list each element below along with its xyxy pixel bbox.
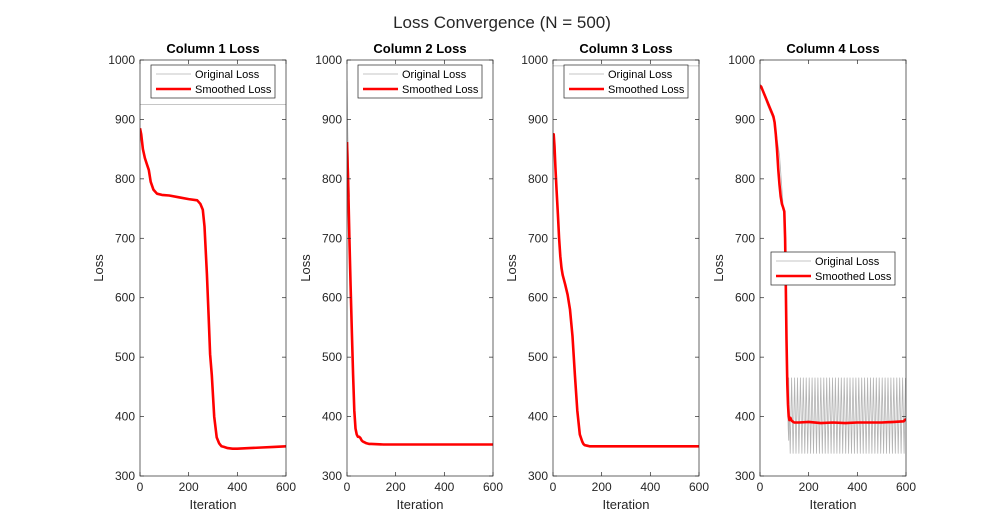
subplot-grid: 300 400 500 600 700 800 900 1000 0 200 400 600 Colum…: [91, 41, 916, 512]
legend-label: Original Loss: [402, 69, 467, 81]
y-tick-label: 700: [115, 231, 135, 245]
x-tick-label: 400: [434, 480, 454, 494]
x-tick-label: 200: [592, 480, 612, 494]
x-axis-label: Iteration: [397, 497, 444, 512]
x-tick-label: 200: [179, 480, 199, 494]
legend-label: Original Loss: [815, 256, 880, 268]
x-tick-label: 600: [483, 480, 503, 494]
legend: Original Loss Smoothed Loss: [150, 64, 276, 99]
axes-box: [139, 59, 287, 477]
legend-box: [563, 64, 689, 99]
y-tick-label: 900: [115, 112, 135, 126]
y-tick-label: 800: [528, 172, 548, 186]
legend-label: Original Loss: [608, 69, 673, 81]
x-tick-label: 0: [344, 480, 351, 494]
data-layer: [140, 104, 286, 451]
y-tick-label: 300: [735, 469, 755, 483]
y-tick-label: 400: [115, 410, 135, 424]
subplot-title: Column 2 Loss: [373, 41, 466, 56]
y-tick-label: 500: [528, 350, 548, 364]
axes-box: [552, 59, 700, 477]
y-tick-label: 800: [115, 172, 135, 186]
subplot-3: 300 400 500 600 700 800 900 1000 0 200 400 600 Colum…: [504, 41, 709, 512]
y-tick-label: 800: [322, 172, 342, 186]
series-line-smoothed-loss: [760, 84, 906, 425]
legend-box: [357, 64, 483, 99]
y-tick-label: 1000: [315, 53, 342, 67]
series-line-smoothed-loss: [140, 128, 286, 451]
legend: Original Loss Smoothed Loss: [357, 64, 483, 99]
legend-box: [770, 251, 896, 286]
legend-label: Smoothed Loss: [608, 84, 685, 96]
legend: Original Loss Smoothed Loss: [563, 64, 689, 99]
x-axis-label: Iteration: [810, 497, 857, 512]
x-tick-label: 400: [227, 480, 247, 494]
y-axis-label: Loss: [91, 254, 106, 282]
figure-title: Loss Convergence (N = 500): [393, 13, 611, 32]
x-tick-label: 400: [847, 480, 867, 494]
y-tick-label: 400: [735, 410, 755, 424]
axes-box: [759, 59, 907, 477]
subplot-title: Column 3 Loss: [579, 41, 672, 56]
y-axis-label: Loss: [504, 254, 519, 282]
y-tick-label: 600: [528, 291, 548, 305]
y-tick-label: 900: [322, 112, 342, 126]
legend-label: Smoothed Loss: [195, 84, 272, 96]
legend-label: Smoothed Loss: [815, 271, 892, 283]
axes-box: [346, 59, 494, 477]
subplot-title: Column 4 Loss: [786, 41, 879, 56]
y-axis-label: Loss: [711, 254, 726, 282]
y-tick-label: 900: [528, 112, 548, 126]
subplot-title: Column 1 Loss: [166, 41, 259, 56]
subplot-2: 300 400 500 600 700 800 900 1000 0 200 400 600 Colum…: [298, 41, 503, 512]
y-tick-label: 300: [322, 469, 342, 483]
plot-area: [347, 60, 493, 476]
legend: Original Loss Smoothed Loss: [770, 251, 896, 286]
legend-label: Original Loss: [195, 69, 260, 81]
y-tick-label: 600: [735, 291, 755, 305]
x-tick-label: 600: [276, 480, 296, 494]
x-tick-label: 600: [689, 480, 709, 494]
x-tick-label: 0: [137, 480, 144, 494]
y-tick-label: 400: [322, 410, 342, 424]
y-tick-label: 900: [735, 112, 755, 126]
subplot-4: 300 400 500 600 700 800 900 1000 0 200 400 600 Colum…: [711, 41, 916, 512]
legend-box: [150, 64, 276, 99]
x-tick-label: 400: [640, 480, 660, 494]
x-axis-label: Iteration: [190, 497, 237, 512]
y-axis-label: Loss: [298, 254, 313, 282]
y-tick-label: 600: [322, 291, 342, 305]
x-tick-label: 0: [550, 480, 557, 494]
y-tick-label: 500: [115, 350, 135, 364]
y-tick-label: 700: [735, 231, 755, 245]
y-tick-label: 300: [528, 469, 548, 483]
data-layer: [347, 80, 493, 446]
plot-area: [553, 60, 699, 476]
y-tick-label: 800: [735, 172, 755, 186]
y-tick-label: 400: [528, 410, 548, 424]
x-tick-label: 200: [799, 480, 819, 494]
y-tick-label: 1000: [521, 53, 548, 67]
series-line-original-loss: [760, 83, 906, 454]
x-tick-label: 600: [896, 480, 916, 494]
x-tick-label: 0: [757, 480, 764, 494]
data-layer: [760, 83, 906, 454]
x-tick-label: 200: [386, 480, 406, 494]
y-tick-label: 1000: [728, 53, 755, 67]
y-tick-label: 500: [735, 350, 755, 364]
y-tick-label: 600: [115, 291, 135, 305]
series-line-smoothed-loss: [347, 141, 493, 446]
y-tick-label: 1000: [108, 53, 135, 67]
legend-label: Smoothed Loss: [402, 84, 479, 96]
y-tick-label: 700: [528, 231, 548, 245]
subplot-1: 300 400 500 600 700 800 900 1000 0 200 400 600 Colum…: [91, 41, 296, 512]
y-tick-label: 700: [322, 231, 342, 245]
y-tick-label: 300: [115, 469, 135, 483]
x-axis-label: Iteration: [603, 497, 650, 512]
y-tick-label: 500: [322, 350, 342, 364]
series-line-smoothed-loss: [553, 133, 699, 448]
